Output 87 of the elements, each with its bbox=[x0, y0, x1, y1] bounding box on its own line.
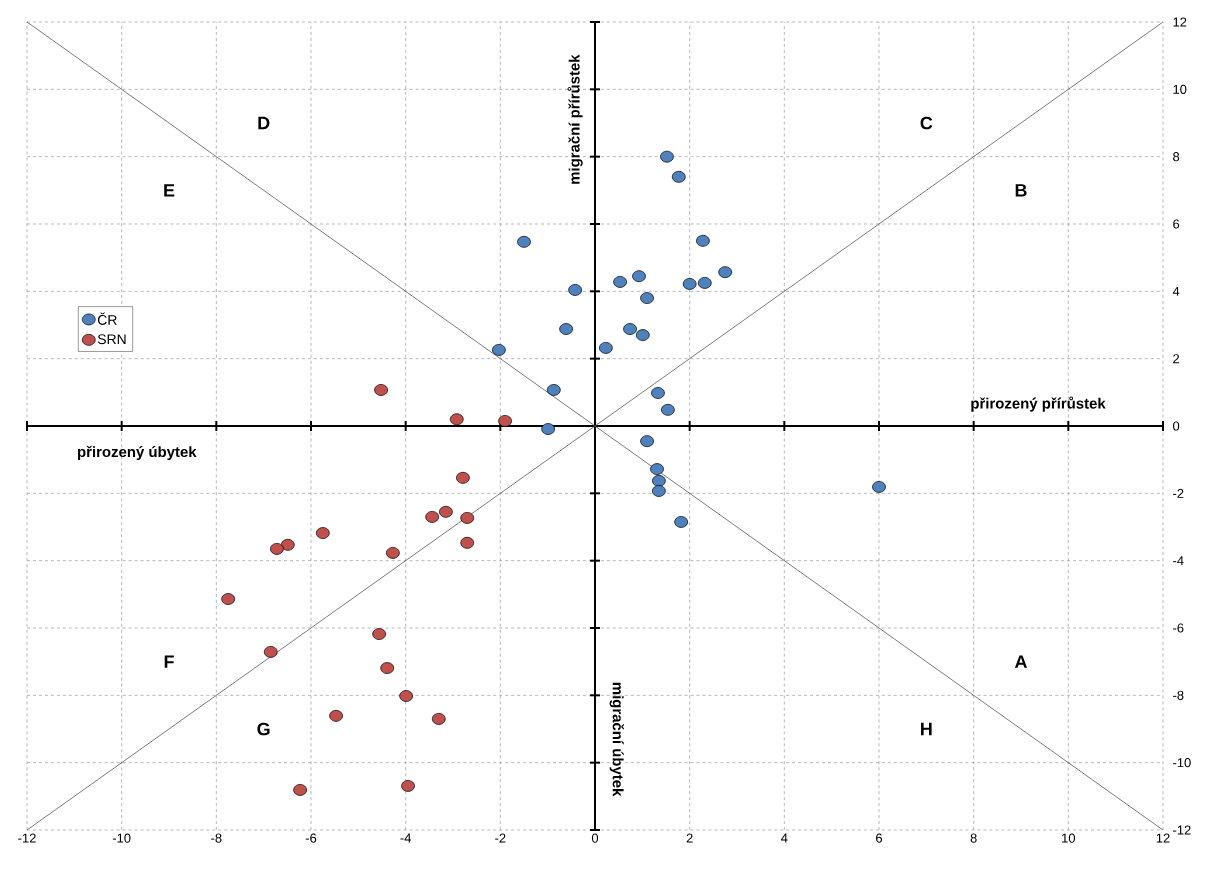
point bbox=[425, 511, 439, 523]
point bbox=[541, 423, 555, 435]
point bbox=[449, 413, 464, 426]
point bbox=[460, 512, 475, 524]
point bbox=[652, 485, 666, 497]
point bbox=[632, 270, 646, 283]
point bbox=[696, 234, 710, 247]
point bbox=[280, 538, 295, 551]
annotation: C bbox=[920, 116, 933, 130]
point bbox=[374, 384, 388, 396]
y-tick-label: 0 bbox=[1173, 421, 1180, 431]
point bbox=[640, 292, 654, 304]
annotation: přirozený přírůstek bbox=[971, 396, 1106, 412]
y-tick-label: -12 bbox=[1173, 825, 1191, 835]
point bbox=[439, 505, 453, 518]
legend-label: SRN bbox=[97, 334, 126, 345]
x-tick-label: -4 bbox=[400, 833, 412, 843]
point bbox=[460, 536, 475, 549]
x-tick-label: -6 bbox=[305, 833, 317, 843]
x-tick-label: 0 bbox=[591, 833, 599, 843]
y-tick-label: -2 bbox=[1173, 488, 1184, 498]
point bbox=[623, 323, 637, 335]
point bbox=[568, 284, 582, 296]
x-tick-label: -10 bbox=[112, 833, 131, 843]
point bbox=[263, 646, 278, 658]
annotation: D bbox=[258, 116, 270, 130]
point bbox=[718, 266, 732, 278]
point bbox=[640, 435, 654, 447]
y-tick-label: 6 bbox=[1173, 219, 1180, 229]
annotation: migrační úbytek bbox=[609, 682, 624, 797]
y-tick-label: 8 bbox=[1173, 152, 1180, 162]
point bbox=[613, 276, 627, 288]
point bbox=[316, 527, 330, 539]
point bbox=[456, 471, 470, 484]
y-tick-label: -4 bbox=[1173, 556, 1184, 566]
point bbox=[293, 784, 307, 796]
annotation: A bbox=[1014, 655, 1027, 668]
annotation: migrační přírůstek bbox=[567, 54, 583, 184]
point bbox=[682, 278, 697, 290]
point bbox=[674, 516, 688, 528]
point bbox=[401, 780, 415, 792]
annotation: E bbox=[164, 184, 175, 197]
x-tick-label: -8 bbox=[211, 833, 222, 843]
point bbox=[329, 710, 343, 722]
point bbox=[661, 403, 675, 416]
annotation: přirozený úbytek bbox=[78, 445, 197, 461]
point bbox=[498, 415, 512, 427]
x-tick-label: 2 bbox=[686, 833, 693, 843]
point bbox=[221, 593, 235, 605]
point bbox=[380, 662, 395, 674]
point bbox=[559, 323, 573, 335]
y-tick-label: 4 bbox=[1172, 286, 1180, 296]
x-tick-label: 8 bbox=[970, 833, 977, 843]
x-tick-label: 4 bbox=[781, 833, 788, 843]
x-tick-label: -12 bbox=[18, 833, 36, 843]
point bbox=[872, 481, 886, 493]
point bbox=[652, 475, 666, 487]
point bbox=[650, 463, 664, 475]
annotation: F bbox=[164, 655, 174, 668]
point bbox=[671, 171, 686, 183]
annotation: B bbox=[1015, 184, 1027, 197]
x-tick-label: 10 bbox=[1062, 833, 1076, 843]
point bbox=[492, 344, 506, 356]
point bbox=[517, 235, 531, 248]
y-tick-label: 10 bbox=[1173, 84, 1187, 94]
x-tick-label: -2 bbox=[495, 833, 506, 843]
annotation: G bbox=[257, 722, 270, 736]
point bbox=[546, 384, 561, 396]
point bbox=[697, 277, 712, 289]
y-tick-label: 2 bbox=[1173, 354, 1180, 364]
point bbox=[399, 690, 413, 702]
point bbox=[386, 547, 400, 559]
y-tick-label: -6 bbox=[1173, 623, 1184, 633]
y-tick-label: -10 bbox=[1173, 758, 1191, 768]
point bbox=[651, 387, 665, 399]
point bbox=[635, 329, 650, 341]
x-tick-label: 12 bbox=[1156, 833, 1170, 843]
point bbox=[599, 342, 613, 354]
point bbox=[431, 713, 446, 725]
y-tick-label: 12 bbox=[1173, 17, 1187, 27]
point bbox=[660, 150, 674, 163]
y-tick-label: -8 bbox=[1173, 690, 1184, 700]
x-tick-label: 6 bbox=[876, 833, 883, 843]
point bbox=[270, 543, 284, 555]
annotation: H bbox=[921, 722, 932, 736]
point bbox=[372, 628, 386, 640]
legend-label: ČR bbox=[97, 312, 117, 325]
